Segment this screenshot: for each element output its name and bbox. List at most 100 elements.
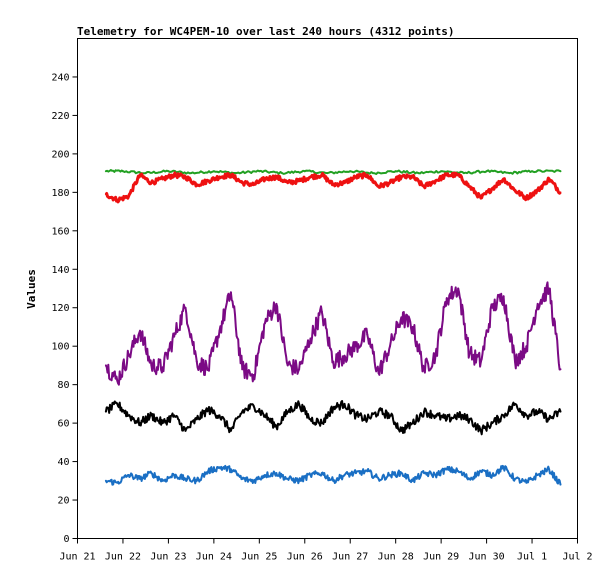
data-point [371,172,374,175]
data-point [275,425,278,428]
data-point [423,185,426,188]
data-point [207,408,210,411]
y-tick-label: 40 [57,457,69,468]
y-tick-label: 100 [51,342,69,353]
data-point [394,170,397,173]
data-point [462,172,465,175]
plot-area [77,38,578,539]
series-1 [104,171,562,204]
data-point [275,302,278,305]
data-point [184,175,187,178]
x-tick-label: Jul 1 [517,552,547,563]
data-point [184,429,187,432]
data-point [218,414,221,417]
data-point [320,472,323,475]
data-point [548,468,551,471]
data-point [281,172,284,175]
data-point [479,360,482,363]
data-point [366,333,369,336]
data-point [252,183,255,186]
data-point [440,170,443,173]
data-point [411,422,414,425]
data-point [218,466,221,469]
data-point [139,329,141,332]
data-point [144,172,147,175]
data-point [150,364,153,367]
data-point [400,175,403,178]
data-point [184,477,187,480]
data-point [309,418,312,421]
data-point [536,302,539,305]
data-point [252,479,255,482]
data-point [275,472,278,475]
y-tick-label: 240 [51,72,69,83]
data-point [229,174,232,177]
data-point [389,474,391,477]
data-point [514,402,516,405]
x-tick-label: Jun 21 [59,552,95,563]
data-point [252,404,255,407]
data-point [195,183,198,186]
data-point [531,170,534,173]
data-point [423,368,426,371]
data-point [161,366,164,369]
data-point [445,174,448,177]
data-point [116,199,119,202]
data-point [411,175,414,178]
data-point [366,470,369,473]
data-point [377,477,380,480]
data-point [116,379,119,382]
data-point [514,360,516,363]
x-tick-label: Jun 25 [241,552,277,563]
data-point [389,414,391,417]
data-point [434,354,437,357]
data-point [184,306,187,309]
data-point [298,479,301,482]
data-point [286,364,289,367]
data-point [229,429,232,432]
series-3 [104,400,562,436]
data-point [548,418,551,421]
data-point [349,170,352,173]
data-point [536,189,539,192]
data-point [252,374,255,377]
data-point [400,472,403,475]
data-point [127,414,130,417]
data-point [229,291,232,294]
data-point [559,191,562,194]
data-point [525,481,528,484]
data-point [445,418,448,421]
data-point [264,474,266,477]
data-point [491,187,494,190]
y-tick-label: 60 [57,419,69,430]
series-2 [104,281,562,386]
data-point [235,172,238,175]
data-point [468,185,471,188]
x-tick-label: Jun 23 [150,552,186,563]
series-4 [104,464,562,486]
data-point [485,170,488,173]
data-point [121,170,124,173]
x-tick-label: Jun 27 [332,552,368,563]
data-point [457,174,460,177]
data-point [468,477,471,480]
data-point [320,422,323,425]
data-point [366,174,369,177]
data-point [445,468,448,471]
data-point [502,466,505,469]
data-point [195,418,198,421]
data-point [434,414,437,417]
data-point [491,474,494,477]
data-point [139,174,141,177]
x-tick-label: Jun 29 [423,552,459,563]
data-point [411,325,414,328]
data-point [127,195,130,198]
y-tick-label: 200 [51,149,69,160]
data-point [479,429,482,432]
data-point [161,422,164,425]
data-point [479,197,482,200]
data-point [434,179,437,182]
data-point [309,175,312,178]
data-point [389,345,391,348]
